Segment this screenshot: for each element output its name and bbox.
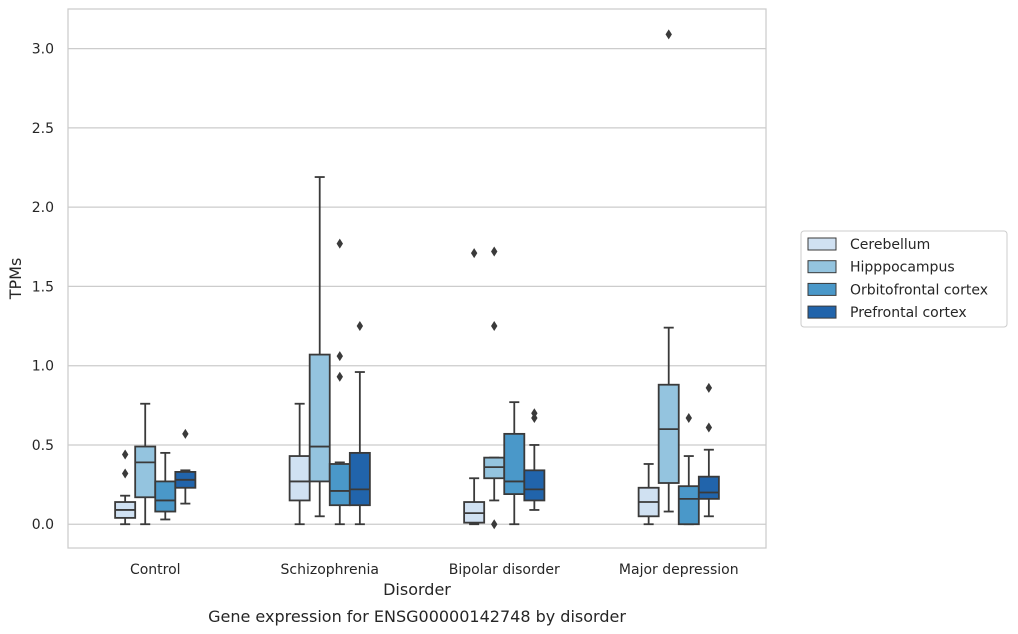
box-cerebellum <box>637 463 660 526</box>
box-iqr <box>308 353 331 483</box>
legend-swatch <box>807 282 837 296</box>
box-iqr <box>154 480 177 513</box>
outlier-point <box>336 351 343 362</box>
x-tick-label: Schizophrenia <box>281 562 379 578</box>
plot-frame <box>67 8 767 549</box>
x-axis-label: Disorder <box>383 580 451 599</box>
outlier-point <box>531 408 538 419</box>
legend-label: Hipppocampus <box>850 260 955 276</box>
box-iqr <box>503 432 526 496</box>
chart-caption: Gene expression for ENSG00000142748 by d… <box>208 607 626 626</box>
box-iqr <box>134 445 157 499</box>
legend-label: Prefrontal cortex <box>850 305 967 321</box>
legend-item: Prefrontal cortex <box>807 305 967 321</box>
outlier-point <box>182 428 189 439</box>
outlier-point <box>491 321 498 332</box>
y-tick-label: 2.0 <box>32 200 54 216</box>
legend-swatch <box>807 305 837 319</box>
outlier-point <box>491 246 498 257</box>
box-cerebellum <box>114 449 137 526</box>
x-tick-label: Major depression <box>619 562 739 578</box>
box-iqr <box>677 485 700 526</box>
box-iqr <box>697 475 720 500</box>
x-axis-ticks: Control Schizophrenia Bipolar disorder Majo… <box>130 562 739 578</box>
outlier-point <box>121 449 129 460</box>
box-hipppocampus <box>483 246 506 530</box>
box-prefrontal-cortex <box>174 428 197 505</box>
x-tick-label: Control <box>130 562 181 578</box>
y-tick-label: 3.0 <box>32 42 54 58</box>
box-cerebellum <box>288 402 311 526</box>
box-hipppocampus <box>134 402 157 526</box>
grid-lines <box>68 48 766 525</box>
y-tick-label: 1.5 <box>32 279 54 295</box>
box-hipppocampus <box>308 176 331 518</box>
box-orbitofrontal-cortex <box>677 413 700 526</box>
box-iqr <box>523 469 546 502</box>
outlier-point <box>705 382 713 393</box>
legend-swatch <box>807 260 837 274</box>
box-iqr <box>328 463 351 507</box>
box-prefrontal-cortex <box>523 408 546 511</box>
box-hipppocampus <box>657 29 680 513</box>
box-orbitofrontal-cortex <box>503 401 526 526</box>
box-prefrontal-cortex <box>697 382 720 518</box>
y-axis-label: TPMs <box>6 258 25 301</box>
box-orbitofrontal-cortex <box>328 238 351 526</box>
y-axis-ticks: 0.0 0.5 1.0 1.5 2.0 2.5 3.0 <box>32 42 54 534</box>
y-tick-label: 0.0 <box>32 517 54 533</box>
outlier-point <box>336 238 343 249</box>
outlier-point <box>665 29 672 40</box>
outlier-point <box>356 321 364 332</box>
legend-frame <box>800 230 1008 328</box>
y-tick-label: 1.0 <box>32 359 54 375</box>
outlier-point <box>491 519 498 530</box>
box-iqr <box>348 451 371 507</box>
plot-boxes <box>114 29 720 530</box>
outlier-point <box>470 248 478 259</box>
box-iqr <box>657 383 680 484</box>
outlier-point <box>705 422 713 433</box>
legend-item: Cerebellum <box>807 237 930 253</box>
x-tick-label: Bipolar disorder <box>449 562 560 578</box>
legend-item: Orbitofrontal cortex <box>807 282 988 298</box>
box-orbitofrontal-cortex <box>154 451 177 521</box>
box-cerebellum <box>463 248 486 526</box>
legend-label: Orbitofrontal cortex <box>850 282 988 298</box>
box-iqr <box>288 455 311 502</box>
y-tick-label: 0.5 <box>32 438 54 454</box>
legend-swatch <box>807 237 837 251</box>
y-tick-label: 2.5 <box>32 121 54 137</box>
legend-item: Hipppocampus <box>807 260 955 276</box>
legend-label: Cerebellum <box>850 237 930 253</box>
legend: Cerebellum Hipppocampus Orbitofrontal cort… <box>800 230 1008 328</box>
box-prefrontal-cortex <box>348 321 371 526</box>
outlier-point <box>336 371 343 382</box>
outlier-point <box>685 413 692 424</box>
outlier-point <box>121 468 129 479</box>
